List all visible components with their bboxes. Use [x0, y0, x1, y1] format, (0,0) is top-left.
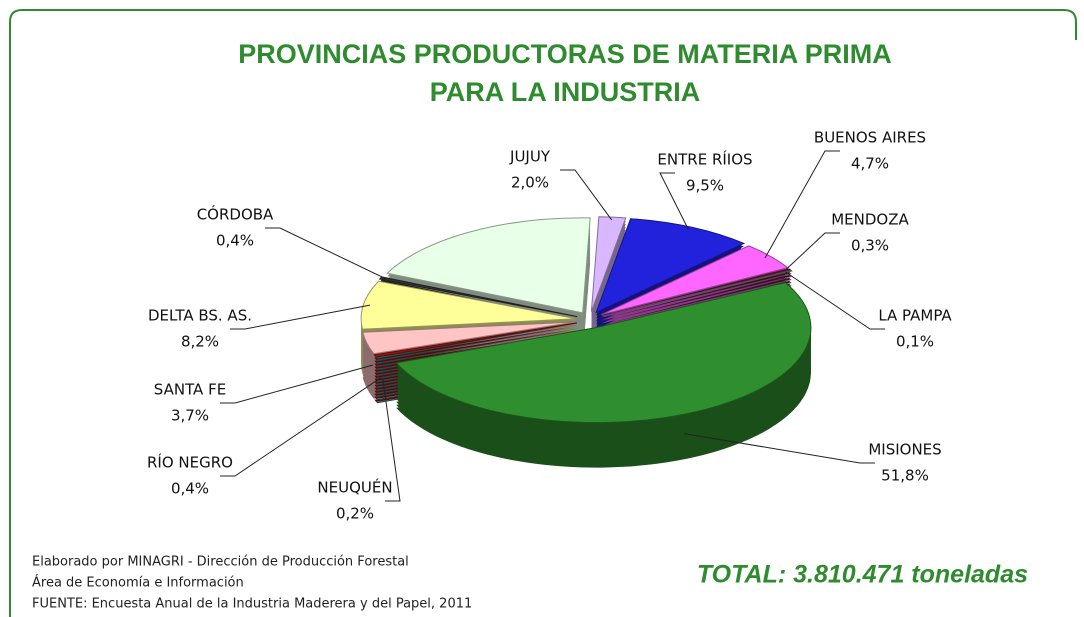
slice-label: RÍO NEGRO — [147, 453, 233, 472]
slice-label: MISIONES — [868, 441, 941, 459]
slice-label: JUJUY — [509, 148, 551, 166]
slice-label: SANTA FE — [154, 381, 226, 399]
value-label: 0,4% — [216, 232, 254, 250]
value-label: 51,8% — [881, 467, 929, 485]
slice-label: BUENOS AIRES — [814, 129, 926, 147]
slice — [595, 218, 746, 314]
value-label: 3,7% — [171, 407, 209, 425]
value-label: 8,2% — [181, 333, 219, 351]
slice — [362, 321, 577, 355]
frame — [9, 9, 1077, 617]
slice-label: ENTRE RÍIOS — [657, 150, 752, 169]
slice-side — [602, 277, 791, 325]
slice — [395, 282, 812, 424]
slice — [373, 322, 577, 358]
slice-side — [602, 274, 791, 322]
slice-label: LA PAMPA — [878, 307, 952, 325]
leader-line — [764, 150, 840, 259]
leader-line — [784, 232, 840, 272]
leader-line — [785, 271, 885, 330]
leader-line — [560, 169, 613, 221]
value-label: 0,4% — [171, 480, 209, 498]
chart-title: PARA LA INDUSTRIA — [430, 77, 701, 107]
slice-label: MENDOZA — [831, 211, 909, 229]
leader-line — [265, 227, 387, 280]
slice-label: CÓRDOBA — [197, 205, 274, 224]
slice — [360, 280, 577, 330]
slice-side — [374, 328, 577, 364]
slice-side — [602, 273, 792, 320]
slice — [590, 216, 627, 312]
slice-side — [374, 325, 577, 361]
value-label: 0,3% — [851, 237, 889, 255]
slice — [386, 217, 591, 314]
slice-side — [602, 276, 792, 323]
leader-line — [220, 377, 382, 477]
leader-line — [230, 304, 370, 330]
slice-side — [376, 329, 577, 365]
value-label: 2,0% — [511, 174, 549, 192]
value-label: 4,7% — [851, 155, 889, 173]
note: Área de Economía e Información — [32, 575, 244, 591]
note: Elaborado por MINAGRI - Dirección de Pro… — [32, 555, 409, 570]
leader-line — [683, 433, 875, 464]
note: FUENTE: Encuesta Anual de la Industria M… — [32, 597, 472, 612]
leader-line — [659, 172, 690, 231]
chart-title: PROVINCIAS PRODUCTORAS DE MATERIA PRIMA — [238, 39, 892, 69]
leader-line — [382, 379, 401, 502]
slice-label: DELTA BS. AS. — [148, 307, 252, 325]
total: TOTAL: 3.810.471 toneladas — [697, 561, 1028, 589]
value-label: 9,5% — [686, 177, 724, 195]
slice-side — [602, 271, 791, 319]
slice-label: NEUQUÉN — [317, 478, 392, 497]
slice-side — [376, 326, 577, 362]
slice-side — [602, 279, 792, 326]
slice — [602, 269, 793, 317]
leader-line — [220, 364, 374, 404]
value-label: 0,1% — [896, 333, 934, 351]
value-label: 0,2% — [336, 505, 374, 523]
